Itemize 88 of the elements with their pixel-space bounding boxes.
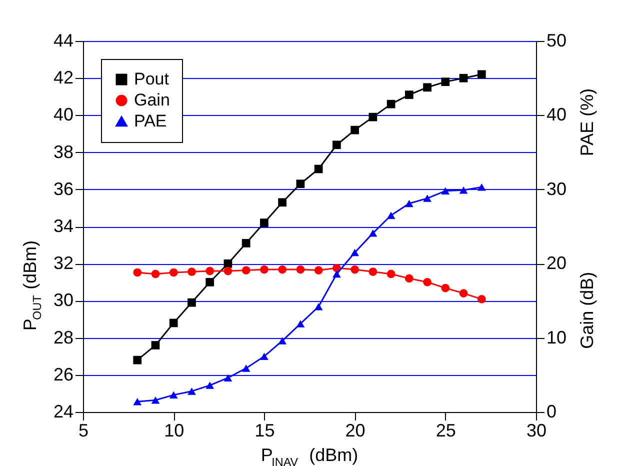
point xyxy=(441,78,450,86)
point xyxy=(151,396,160,404)
point xyxy=(224,259,232,268)
point xyxy=(404,274,414,283)
point xyxy=(242,266,250,274)
point xyxy=(278,198,287,207)
point xyxy=(314,164,323,174)
y-tick-label: 38 xyxy=(53,142,74,162)
point xyxy=(314,266,323,274)
point xyxy=(423,194,432,202)
point xyxy=(404,90,414,99)
point xyxy=(332,140,341,150)
point xyxy=(260,218,268,227)
point xyxy=(188,298,196,307)
point xyxy=(296,320,305,328)
point xyxy=(151,341,160,350)
point xyxy=(188,388,196,395)
y2-tick-label: 30 xyxy=(546,178,567,199)
y-tick-label: 28 xyxy=(53,327,74,348)
x-tick-label: 30 xyxy=(526,420,547,440)
point xyxy=(278,265,287,274)
y-tick-label: 42 xyxy=(53,68,74,88)
point xyxy=(350,126,359,134)
point xyxy=(314,303,323,310)
y2-tick-label: 40 xyxy=(546,104,567,125)
y-tick-label: 36 xyxy=(53,178,74,199)
y-tick-label: 44 xyxy=(53,30,74,50)
point xyxy=(404,200,414,208)
point xyxy=(423,278,432,286)
point xyxy=(332,270,341,278)
point xyxy=(477,184,486,191)
point xyxy=(296,265,305,274)
y2-tick-label: 0 xyxy=(546,402,557,422)
y-tick-label: 30 xyxy=(53,290,74,310)
point xyxy=(151,270,160,278)
point xyxy=(459,74,468,82)
point xyxy=(477,295,486,304)
y-tick-label: 40 xyxy=(53,104,74,125)
point xyxy=(459,186,468,194)
point xyxy=(350,265,359,274)
point xyxy=(278,337,287,344)
x-tick-label: 10 xyxy=(164,420,184,440)
point xyxy=(206,278,214,286)
point xyxy=(423,83,432,92)
y2-tick-label: 50 xyxy=(546,30,567,50)
point xyxy=(368,268,378,276)
y2-tick-label: 10 xyxy=(546,327,567,348)
point xyxy=(242,364,250,372)
point xyxy=(260,352,268,360)
point xyxy=(368,112,378,122)
legend-label: Gain xyxy=(134,90,170,110)
y-tick-label: 32 xyxy=(53,253,74,274)
y-tick-label: 26 xyxy=(53,364,74,384)
point xyxy=(224,374,232,382)
point xyxy=(350,248,359,256)
point xyxy=(224,266,232,276)
y2-axis-title: PAE (%) xyxy=(577,88,597,156)
x-tick-label: 25 xyxy=(436,420,456,440)
point xyxy=(133,356,142,364)
point xyxy=(242,239,250,248)
point xyxy=(459,289,468,298)
x-tick-label: 20 xyxy=(345,420,366,440)
point xyxy=(133,398,142,406)
point xyxy=(169,268,178,277)
legend-label: PAE xyxy=(134,112,167,130)
y-tick-label: 34 xyxy=(53,216,74,236)
point xyxy=(188,268,196,276)
y2-tick-label: 20 xyxy=(546,253,567,274)
point xyxy=(206,266,214,276)
point xyxy=(133,268,142,277)
point xyxy=(477,70,486,79)
legend-label: Pout xyxy=(134,70,170,88)
x-tick-label: 15 xyxy=(254,420,275,440)
point xyxy=(386,270,396,278)
point xyxy=(386,100,396,108)
y3-axis-title: Gain (dB) xyxy=(577,272,597,349)
point xyxy=(206,382,214,389)
point xyxy=(169,318,178,328)
y-tick-label: 24 xyxy=(53,402,74,422)
point xyxy=(441,284,450,292)
y-axis-title: POUT (dBm) xyxy=(20,240,44,331)
point xyxy=(296,180,305,188)
point xyxy=(260,265,268,274)
point xyxy=(368,230,378,237)
point xyxy=(386,212,396,219)
point xyxy=(169,391,178,399)
x-tick-label: 5 xyxy=(78,420,89,440)
point xyxy=(441,187,450,195)
